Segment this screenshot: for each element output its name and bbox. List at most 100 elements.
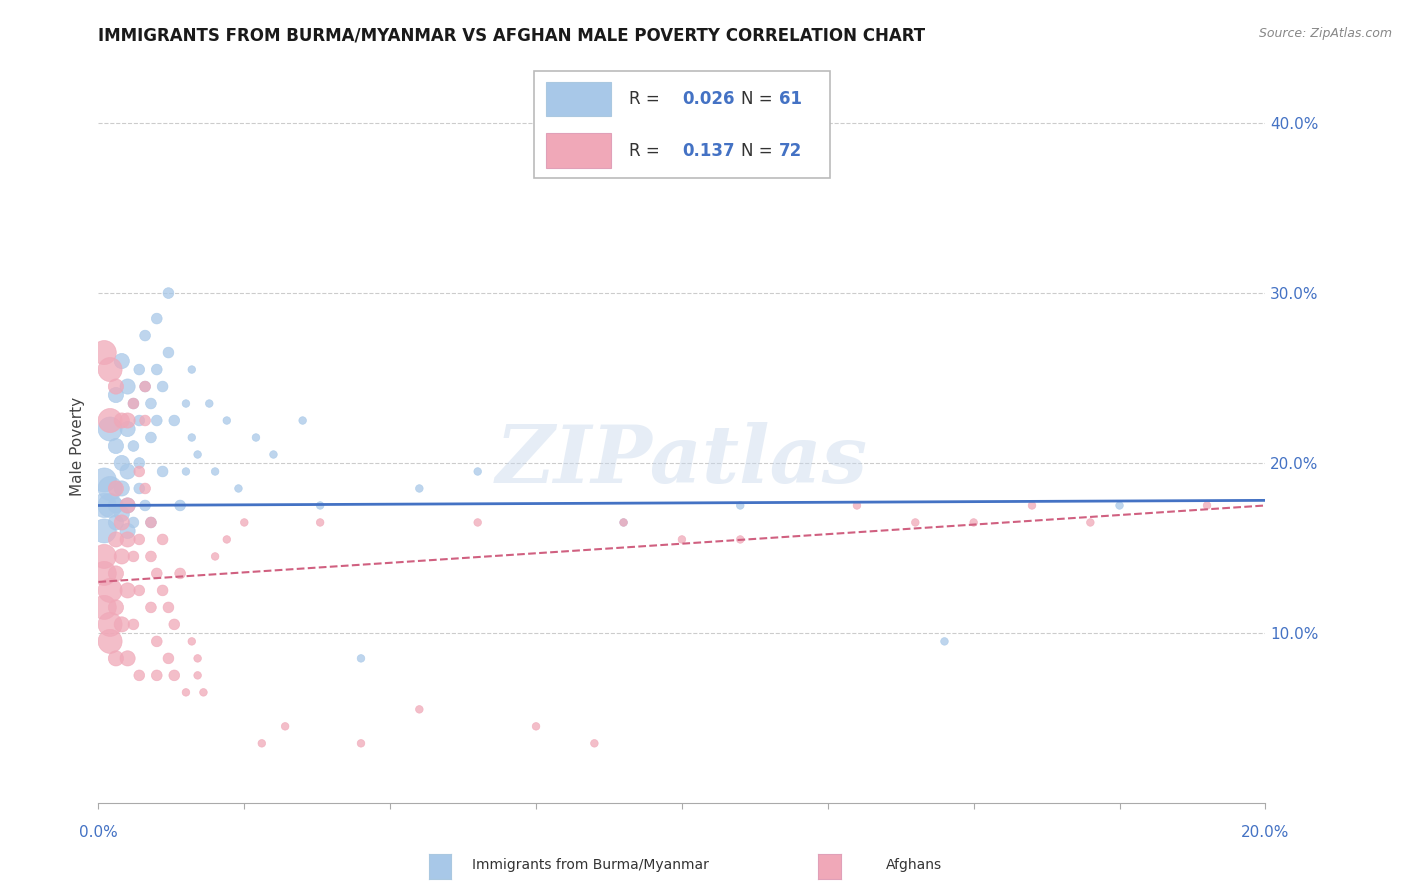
Point bbox=[193, 685, 215, 699]
Point bbox=[163, 668, 186, 682]
Point bbox=[146, 413, 169, 427]
Point bbox=[187, 668, 209, 682]
Point bbox=[728, 533, 751, 547]
Point bbox=[1080, 516, 1102, 530]
Point bbox=[262, 448, 284, 462]
Point bbox=[180, 634, 202, 648]
Point bbox=[139, 549, 162, 564]
Point bbox=[111, 456, 134, 470]
Point bbox=[117, 422, 139, 436]
Point bbox=[104, 566, 127, 581]
Text: R =: R = bbox=[628, 142, 659, 160]
Point bbox=[146, 634, 169, 648]
Point bbox=[93, 499, 115, 513]
Point bbox=[612, 516, 634, 530]
Point bbox=[204, 465, 226, 479]
Point bbox=[187, 448, 209, 462]
Point bbox=[467, 465, 489, 479]
Point bbox=[245, 430, 267, 444]
Point bbox=[104, 651, 127, 665]
Point bbox=[152, 533, 174, 547]
Point bbox=[152, 465, 174, 479]
Point bbox=[98, 482, 121, 496]
Point bbox=[139, 396, 162, 410]
Point bbox=[122, 396, 145, 410]
Text: 0.0%: 0.0% bbox=[79, 825, 118, 840]
Point bbox=[934, 634, 956, 648]
Point bbox=[146, 362, 169, 376]
Point bbox=[408, 482, 430, 496]
Point bbox=[128, 413, 150, 427]
Point bbox=[122, 617, 145, 632]
Point bbox=[1195, 499, 1218, 513]
Point bbox=[128, 668, 150, 682]
Point bbox=[134, 499, 156, 513]
Point bbox=[122, 396, 145, 410]
Text: R =: R = bbox=[628, 90, 659, 108]
Point bbox=[98, 422, 121, 436]
Text: Immigrants from Burma/Myanmar: Immigrants from Burma/Myanmar bbox=[472, 858, 709, 872]
FancyBboxPatch shape bbox=[546, 134, 612, 168]
Point bbox=[1108, 499, 1130, 513]
Point bbox=[117, 499, 139, 513]
Point bbox=[111, 413, 134, 427]
Point bbox=[174, 685, 197, 699]
Point bbox=[671, 533, 693, 547]
Point bbox=[146, 311, 169, 326]
Point bbox=[111, 516, 134, 530]
Point bbox=[309, 516, 332, 530]
Point bbox=[274, 719, 297, 733]
Text: 0.026: 0.026 bbox=[682, 90, 734, 108]
Point bbox=[204, 549, 226, 564]
Point bbox=[104, 482, 127, 496]
Point bbox=[104, 439, 127, 453]
Point bbox=[117, 379, 139, 393]
Text: IMMIGRANTS FROM BURMA/MYANMAR VS AFGHAN MALE POVERTY CORRELATION CHART: IMMIGRANTS FROM BURMA/MYANMAR VS AFGHAN … bbox=[98, 27, 925, 45]
Point bbox=[128, 533, 150, 547]
Point bbox=[180, 430, 202, 444]
Point bbox=[180, 362, 202, 376]
Text: Afghans: Afghans bbox=[886, 858, 942, 872]
Point bbox=[111, 507, 134, 521]
Point bbox=[117, 413, 139, 427]
Point bbox=[904, 516, 927, 530]
Point bbox=[198, 396, 221, 410]
Point bbox=[93, 549, 115, 564]
Point bbox=[408, 702, 430, 716]
Point bbox=[111, 617, 134, 632]
Point bbox=[174, 396, 197, 410]
Point bbox=[93, 524, 115, 538]
Point bbox=[215, 413, 238, 427]
Point bbox=[117, 465, 139, 479]
Point bbox=[117, 533, 139, 547]
Point bbox=[157, 286, 180, 301]
Point bbox=[524, 719, 547, 733]
Point bbox=[174, 465, 197, 479]
Point bbox=[122, 516, 145, 530]
Point bbox=[139, 516, 162, 530]
Point bbox=[98, 583, 121, 598]
Point bbox=[117, 524, 139, 538]
Text: ZIPatlas: ZIPatlas bbox=[496, 422, 868, 499]
Point bbox=[157, 345, 180, 359]
Point bbox=[93, 473, 115, 487]
Point bbox=[104, 533, 127, 547]
Point bbox=[117, 651, 139, 665]
Text: 0.137: 0.137 bbox=[682, 142, 734, 160]
Point bbox=[157, 651, 180, 665]
Point bbox=[98, 499, 121, 513]
Text: Source: ZipAtlas.com: Source: ZipAtlas.com bbox=[1258, 27, 1392, 40]
Point bbox=[128, 465, 150, 479]
Point bbox=[134, 482, 156, 496]
Point bbox=[152, 379, 174, 393]
FancyBboxPatch shape bbox=[534, 71, 830, 178]
Point bbox=[134, 379, 156, 393]
Point bbox=[291, 413, 314, 427]
Point bbox=[169, 566, 191, 581]
Point bbox=[228, 482, 250, 496]
Point bbox=[583, 736, 606, 750]
Point bbox=[98, 413, 121, 427]
Text: 61: 61 bbox=[779, 90, 803, 108]
Point bbox=[163, 413, 186, 427]
Point bbox=[117, 499, 139, 513]
